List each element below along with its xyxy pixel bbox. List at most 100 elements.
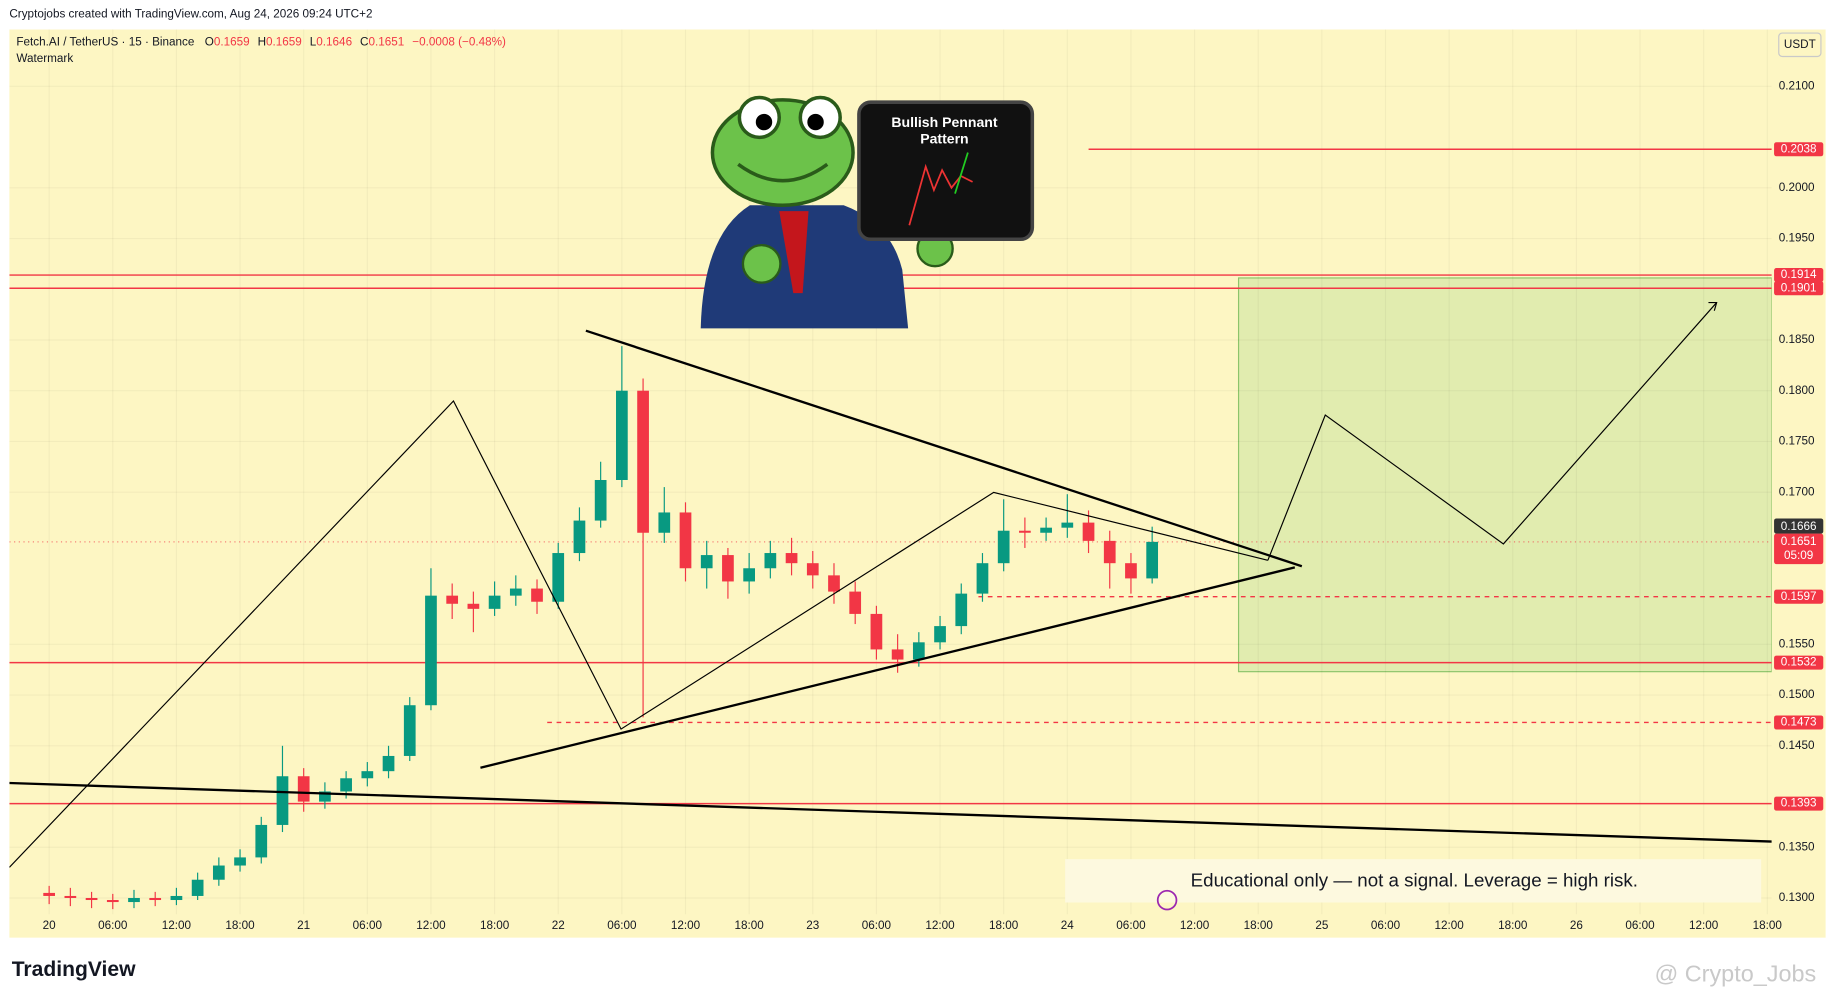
candle-body bbox=[297, 776, 310, 802]
x-tick-label: 18:00 bbox=[225, 919, 255, 932]
candle-body bbox=[467, 603, 480, 609]
tie bbox=[779, 211, 809, 294]
x-tick-label: 24 bbox=[1061, 919, 1075, 932]
x-tick-label: 18:00 bbox=[1753, 919, 1783, 932]
candle-body bbox=[976, 563, 989, 594]
candle-body bbox=[446, 595, 459, 604]
x-tick-label: 06:00 bbox=[353, 919, 383, 932]
price-label: 0.1651 bbox=[1781, 535, 1817, 548]
flash-icon[interactable] bbox=[1156, 889, 1178, 911]
y-tick-label: 0.1350 bbox=[1779, 840, 1815, 853]
x-tick-label: 25 bbox=[1315, 919, 1329, 932]
x-tick-label: 18:00 bbox=[480, 919, 510, 932]
candle-body bbox=[255, 824, 268, 858]
y-tick-label: 0.2100 bbox=[1779, 79, 1815, 92]
candle-body bbox=[488, 595, 501, 609]
x-tick-label: 06:00 bbox=[1625, 919, 1655, 932]
candle-body bbox=[616, 390, 628, 480]
candle-body bbox=[361, 771, 374, 779]
smile bbox=[737, 162, 829, 183]
x-tick-label: 20 bbox=[43, 919, 57, 932]
candle-body bbox=[276, 776, 289, 825]
candle-body bbox=[1125, 563, 1137, 579]
candle-body bbox=[891, 649, 904, 660]
candle-body bbox=[1103, 540, 1116, 564]
candle-body bbox=[828, 575, 840, 592]
x-tick-label: 18:00 bbox=[734, 919, 764, 932]
y-tick-label: 0.1750 bbox=[1779, 435, 1815, 448]
pupil bbox=[755, 113, 773, 131]
level-label: 0.1914 bbox=[1781, 268, 1817, 281]
candle-body bbox=[806, 563, 819, 576]
candle-body bbox=[849, 591, 862, 614]
level-label: 0.1597 bbox=[1781, 590, 1817, 603]
candle-body bbox=[319, 791, 331, 802]
candle-body bbox=[997, 530, 1010, 564]
x-tick-label: 06:00 bbox=[862, 919, 892, 932]
candle-body bbox=[382, 755, 395, 772]
board-title: Bullish Pennant bbox=[891, 114, 997, 130]
high-label: 0.1666 bbox=[1781, 520, 1817, 533]
candle-body bbox=[191, 879, 204, 896]
candle-body bbox=[700, 555, 713, 569]
level-badge bbox=[1774, 268, 1824, 283]
currency[interactable]: USDT bbox=[1784, 38, 1816, 51]
pupil bbox=[807, 113, 824, 131]
level-label: 0.1473 bbox=[1781, 716, 1817, 729]
axes: 0.1300 0.1350 0.1450 0.1500 0.1550 0.1700 0.17… bbox=[43, 79, 1824, 932]
plot-area bbox=[9, 29, 1772, 915]
candle-body bbox=[425, 595, 437, 706]
x-tick-label: 06:00 bbox=[98, 919, 128, 932]
candle-body bbox=[1146, 541, 1159, 579]
candle-body bbox=[1019, 530, 1031, 533]
x-tick-label: 12:00 bbox=[1180, 919, 1210, 932]
symbol-line: Fetch.AI / TetherUS · 15 · Binance O0.16… bbox=[16, 36, 506, 49]
level-badge bbox=[1774, 281, 1824, 296]
candle-body bbox=[106, 900, 119, 903]
level-badge bbox=[1774, 589, 1824, 604]
long-trend bbox=[9, 781, 1772, 843]
candle-body bbox=[934, 626, 946, 643]
candle-body bbox=[149, 897, 162, 901]
y-tick-label: 0.1500 bbox=[1779, 688, 1815, 701]
candle-body bbox=[594, 479, 607, 521]
level-badge bbox=[1774, 796, 1824, 811]
x-tick-label: 12:00 bbox=[162, 919, 192, 932]
candle-body bbox=[870, 613, 883, 650]
x-tick-label: 23 bbox=[806, 919, 819, 932]
candle-body bbox=[573, 520, 586, 554]
x-tick-label: 06:00 bbox=[1116, 919, 1146, 932]
projection bbox=[1267, 302, 1718, 561]
candle-body bbox=[64, 895, 77, 898]
board-subtitle: Pattern bbox=[920, 130, 968, 146]
level-badge bbox=[1774, 655, 1824, 670]
x-tick-label: 06:00 bbox=[1371, 919, 1401, 932]
y-tick-label: 0.1950 bbox=[1779, 232, 1815, 245]
x-tick-label: 18:00 bbox=[1244, 919, 1274, 932]
level-label: 0.2038 bbox=[1781, 142, 1817, 155]
candle-body bbox=[1061, 522, 1074, 528]
drawings bbox=[9, 301, 1772, 868]
candle-body bbox=[658, 512, 671, 533]
level-label: 0.1901 bbox=[1781, 281, 1817, 294]
board-arrow bbox=[954, 152, 969, 194]
candle-body bbox=[955, 593, 968, 627]
watermark-label: Watermark bbox=[16, 52, 73, 65]
candle-body bbox=[1040, 527, 1052, 533]
pennant-lower bbox=[480, 566, 1296, 769]
board bbox=[857, 100, 1035, 242]
credit: Cryptojobs created with TradingView.com,… bbox=[9, 7, 372, 20]
currency-box bbox=[1778, 32, 1822, 58]
footer-handle: @ Crypto_Jobs bbox=[1654, 960, 1816, 986]
disclaimer-box bbox=[1065, 859, 1762, 903]
hand bbox=[741, 243, 782, 284]
y-tick-label: 0.1450 bbox=[1779, 739, 1815, 752]
candle-body bbox=[531, 588, 543, 602]
mascot: Bullish Pennant Pattern bbox=[700, 95, 1035, 329]
level-label: 0.1532 bbox=[1781, 656, 1817, 669]
y-tick-label: 0.2000 bbox=[1779, 181, 1815, 194]
candle-body bbox=[552, 553, 565, 602]
x-tick-label: 18:00 bbox=[989, 919, 1019, 932]
candle-body bbox=[637, 390, 649, 533]
